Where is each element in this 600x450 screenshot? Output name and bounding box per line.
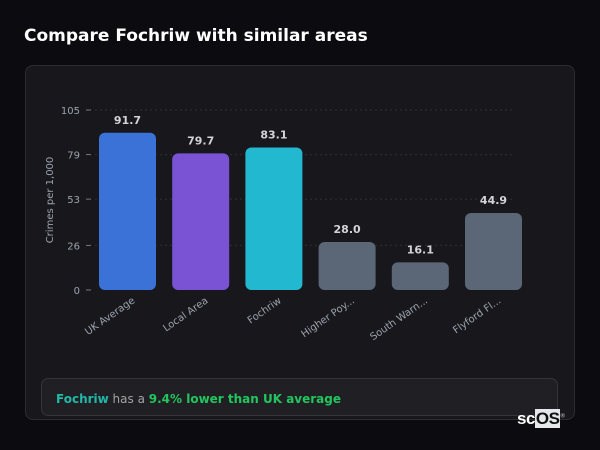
y-axis-label: Crimes per 1,000 (45, 157, 56, 244)
x-tick-label: South Warn... (368, 295, 430, 343)
insight-comparison: 9.4% lower than UK average (148, 392, 342, 406)
x-tick-label: UK Average (83, 295, 137, 337)
y-tick-label: 79 (67, 151, 80, 162)
insight-text: has a (108, 392, 149, 406)
insight-box: Fochriw has a 9.4% lower than UK average (41, 378, 558, 416)
bar (391, 262, 449, 290)
scos-logo: scOS® (517, 409, 565, 428)
page-title: Compare Fochriw with similar areas (24, 26, 368, 46)
data-label: 83.1 (260, 129, 287, 142)
data-label: 79.7 (187, 134, 214, 147)
data-label: 44.9 (480, 194, 507, 207)
data-label: 16.1 (407, 243, 434, 256)
bar (465, 213, 522, 290)
x-tick-label: Higher Poy... (300, 295, 357, 340)
insight-area: Fochriw (56, 392, 109, 406)
x-tick-label: Fochriw (246, 295, 284, 326)
bar (245, 147, 303, 290)
bar (318, 242, 376, 290)
y-tick-label: 0 (74, 286, 80, 297)
y-tick-label: 26 (67, 241, 80, 252)
y-tick-label: 105 (61, 106, 80, 117)
data-label: 28.0 (334, 223, 361, 236)
bar (172, 153, 230, 290)
x-tick-label: Local Area (161, 295, 210, 334)
bar (99, 132, 156, 290)
x-tick-label: Flyford Fl... (451, 295, 503, 336)
y-tick-label: 53 (67, 195, 80, 206)
data-label: 91.7 (114, 114, 141, 127)
